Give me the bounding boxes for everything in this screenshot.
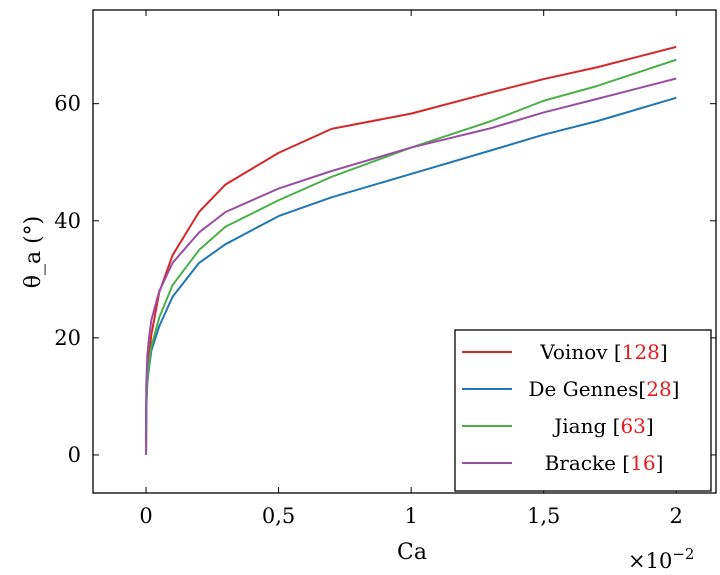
plot-frame (92, 9, 717, 494)
legend-series-name: Bracke [ (545, 451, 631, 475)
legend-series-name: Voinov [ (539, 340, 621, 364)
legend-label: Voinov [128] (539, 340, 667, 364)
series-line-jiang (145, 58, 677, 455)
y-tick-label: 40 (54, 209, 81, 233)
legend-citation-ref[interactable]: 63 (620, 414, 645, 438)
legend-box (454, 329, 712, 492)
y-axis-label: θ_a (°) (21, 216, 46, 289)
y-tick-label: 0 (68, 443, 81, 467)
legend-label: Bracke [16] (545, 451, 664, 475)
legend-citation-ref[interactable]: 128 (622, 340, 660, 364)
legend-bracket: ] (646, 414, 654, 438)
legend-citation-ref[interactable]: 16 (630, 451, 655, 475)
legend-bracket: ] (656, 451, 664, 475)
x-tick-label: 1,5 (527, 504, 560, 528)
x-axis-multiplier: ×10−2 (628, 545, 694, 573)
series-line-bracke (145, 77, 677, 455)
x-multiplier-exponent: −2 (672, 545, 694, 563)
y-tick-label: 20 (54, 326, 81, 350)
legend-label: Jiang [63] (552, 414, 653, 438)
legend-entries: Voinov [128]De Gennes[28]Jiang [63]Brack… (462, 340, 679, 475)
legend-bracket: ] (660, 340, 668, 364)
series-lines (145, 45, 677, 455)
legend-series-name: Jiang [ (552, 414, 620, 438)
legend: Voinov [128]De Gennes[28]Jiang [63]Brack… (454, 329, 712, 492)
y-tick-label: 60 (54, 92, 81, 116)
x-tick-label: 0 (139, 504, 152, 528)
legend-label: De Gennes[28] (529, 377, 680, 401)
legend-series-name: De Gennes[ (529, 377, 647, 401)
x-multiplier-base: ×10 (628, 549, 672, 573)
legend-citation-ref[interactable]: 28 (646, 377, 671, 401)
x-tick-label: 2 (670, 504, 683, 528)
x-tick-label: 0,5 (262, 504, 295, 528)
x-tick-label: 1 (404, 504, 417, 528)
x-axis-label: Ca (397, 540, 427, 565)
legend-bracket: ] (672, 377, 680, 401)
